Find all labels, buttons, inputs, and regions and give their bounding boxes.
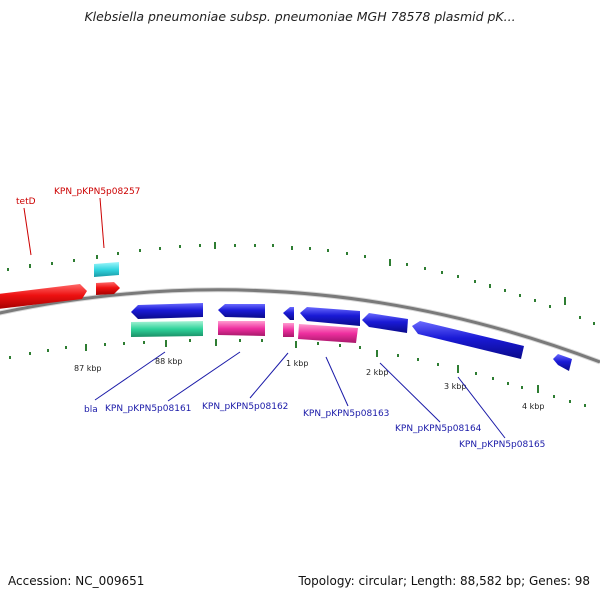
reverse-features [131,303,572,371]
feature-kpn08164-arrow[interactable] [362,313,408,333]
top-gene-labels: tetD KPN_pKPN5p08257 [16,187,140,256]
feature-bla-arrow[interactable] [131,303,203,319]
feature-green-block[interactable] [131,321,203,337]
scale-label-88kbp: 88 kbp [155,357,183,366]
label-kpn08163[interactable]: KPN_pKPN5p08163 [303,409,389,419]
label-kpn08164[interactable]: KPN_pKPN5p08164 [395,424,482,434]
forward-features [0,262,120,309]
label-kpn08162[interactable]: KPN_pKPN5p08162 [202,402,288,412]
scale-label-3kbp: 3 kbp [444,382,466,391]
label-kpn08165[interactable]: KPN_pKPN5p08165 [459,440,545,450]
label-kpn08257[interactable]: KPN_pKPN5p08257 [54,187,140,197]
accession-text: Accession: NC_009651 [8,574,145,588]
inner-tick-ring [9,339,586,407]
inner-lane-features [131,321,358,343]
outer-tick-ring [7,242,595,325]
topology-summary: Topology: circular; Length: 88,582 bp; G… [298,574,590,588]
feature-kpn08257-cyan-block[interactable] [94,262,119,277]
scale-label-1kbp: 1 kbp [286,359,308,368]
feature-kpn08163-arrow[interactable] [300,307,360,326]
scale-label-4kbp: 4 kbp [522,402,544,411]
map-title: Klebsiella pneumoniae subsp. pneumoniae … [84,9,516,24]
scale-label-2kbp: 2 kbp [366,368,388,377]
feature-next-arrow[interactable] [553,354,572,371]
feature-magenta-block-3[interactable] [298,324,358,343]
feature-kpn08257-arrow[interactable] [96,282,120,295]
scale-labels: 87 kbp 88 kbp 1 kbp 2 kbp 3 kbp 4 kbp [74,357,544,411]
scale-label-87kbp: 87 kbp [74,364,102,373]
bottom-gene-labels: bla KPN_pKPN5p08161 KPN_pKPN5p08162 KPN_… [84,351,545,450]
label-tetd[interactable]: tetD [16,197,36,207]
feature-magenta-block-1[interactable] [218,321,265,336]
feature-tetd-arrow[interactable] [0,284,87,309]
feature-kpn08162-arrow[interactable] [283,307,294,320]
label-bla[interactable]: bla [84,405,98,415]
feature-magenta-block-2[interactable] [283,323,294,337]
feature-kpn08165-arrow[interactable] [412,321,524,359]
label-kpn08161[interactable]: KPN_pKPN5p08161 [105,404,191,414]
feature-kpn08161-arrow[interactable] [218,304,265,318]
